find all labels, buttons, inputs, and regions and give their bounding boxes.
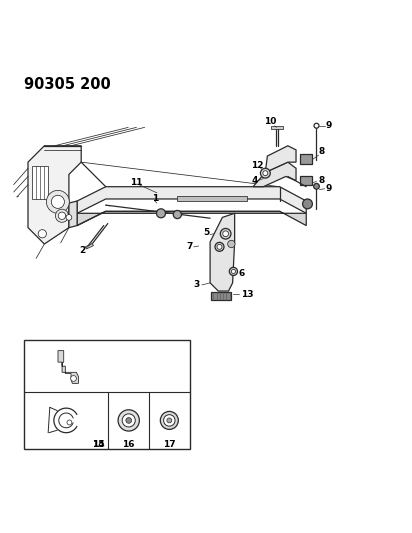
Text: 8: 8 [318,176,325,185]
Text: 9: 9 [325,121,332,130]
Text: 17: 17 [163,440,176,449]
Circle shape [160,411,178,430]
Circle shape [164,415,175,426]
Text: 16: 16 [122,440,135,449]
Circle shape [263,171,268,176]
Circle shape [260,168,270,178]
Polygon shape [300,154,312,164]
Circle shape [229,268,237,276]
Text: 9: 9 [325,184,332,193]
Text: 14: 14 [92,440,105,449]
Circle shape [118,410,139,431]
Circle shape [223,231,229,237]
Circle shape [217,245,222,249]
Text: 11: 11 [130,178,143,187]
Text: 8: 8 [318,148,325,156]
Polygon shape [58,351,78,383]
Circle shape [220,229,231,239]
Circle shape [122,414,135,427]
Circle shape [71,376,76,381]
Polygon shape [77,211,306,225]
Circle shape [55,209,68,222]
Text: 90305 200: 90305 200 [24,77,111,92]
Polygon shape [77,187,306,213]
Text: 12: 12 [251,160,263,169]
Polygon shape [272,126,283,129]
Text: 15: 15 [92,440,104,449]
Polygon shape [300,176,312,184]
Circle shape [173,211,181,219]
Text: 1: 1 [152,195,158,204]
Polygon shape [211,292,232,300]
Text: 7: 7 [187,243,193,252]
Circle shape [67,420,72,425]
Circle shape [302,199,312,209]
Polygon shape [253,162,296,187]
Text: 4: 4 [252,176,258,185]
Polygon shape [177,196,247,201]
Text: 6: 6 [239,269,245,278]
Circle shape [167,418,172,423]
Circle shape [52,195,64,208]
Bar [24,340,190,449]
Text: 5: 5 [203,229,209,237]
Polygon shape [69,201,77,228]
Circle shape [157,209,166,218]
Polygon shape [28,146,81,244]
Circle shape [126,417,131,423]
Polygon shape [85,244,94,249]
Circle shape [228,240,235,248]
Text: 3: 3 [194,280,200,289]
Circle shape [66,214,72,220]
Circle shape [215,243,224,252]
Circle shape [38,230,47,238]
Polygon shape [265,146,296,172]
Text: 13: 13 [241,290,254,299]
Polygon shape [210,213,235,291]
Text: 10: 10 [265,117,277,126]
Circle shape [47,190,69,213]
Circle shape [58,212,66,220]
Circle shape [314,123,319,128]
Polygon shape [32,166,49,199]
Text: 2: 2 [79,246,86,255]
Circle shape [232,269,236,273]
Circle shape [314,183,319,189]
